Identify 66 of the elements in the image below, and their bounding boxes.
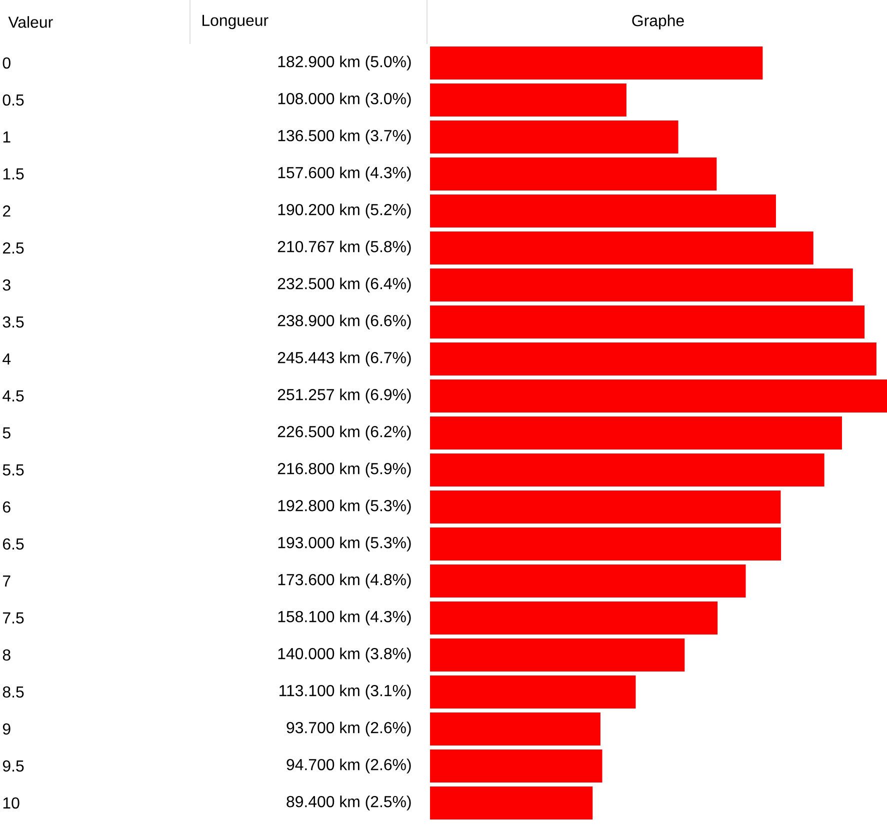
data-label: 232.500 km (6.4%) (278, 278, 411, 292)
data-label: 157.600 km (4.3%) (278, 166, 411, 182)
data-label: 136.500 km (3.7%) (278, 130, 411, 144)
data-label: 251.257 km (6.9%) (278, 388, 411, 404)
bar (430, 379, 887, 412)
y-tick-label: 2 (3, 205, 10, 217)
data-label: 113.100 km (3.1%) (280, 684, 411, 700)
chart-title: Graphe (632, 14, 684, 30)
data-label: 89.400 km (2.5%) (286, 796, 411, 810)
bar (430, 749, 602, 782)
text: Longueur (202, 14, 268, 30)
y-tick-label: 1 (3, 132, 10, 142)
bar (430, 83, 626, 116)
bar (430, 453, 824, 486)
bar (430, 564, 746, 598)
bar (430, 638, 685, 672)
bar (430, 786, 593, 820)
y-tick-label: 6 (3, 501, 10, 513)
bar (430, 527, 782, 560)
y-tick-label: 10 (3, 797, 20, 809)
data-label: 238.900 km (6.6%) (278, 314, 411, 330)
y-tick-label: 8 (2, 649, 10, 661)
bar (430, 712, 600, 746)
bar (430, 46, 763, 80)
y-tick-label: 8.5 (2, 686, 24, 698)
data-label: 192.800 km (5.3%) (278, 500, 411, 514)
y-tick-label: 6.5 (3, 538, 24, 550)
y-axis-title: Valeur (8, 16, 53, 28)
y-tick-label: 3.5 (2, 316, 24, 328)
data-label: 216.800 km (5.9%) (278, 462, 411, 478)
data-label: 173.600 km (4.8%) (278, 574, 411, 588)
data-label: 93.700 km (2.6%) (286, 722, 411, 736)
data-label: 226.500 km (6.2%) (278, 426, 411, 440)
data-label: 182.900 km (5.0%) (278, 56, 411, 70)
data-label: 190.200 km (5.2%) (278, 204, 411, 218)
y-tick-label: 0.5 (2, 94, 24, 106)
bar (430, 120, 678, 154)
bar (430, 157, 717, 190)
bar (430, 601, 718, 634)
bar (430, 490, 781, 524)
bar (430, 268, 853, 302)
y-tick-label: 5 (2, 427, 10, 439)
bar (430, 194, 776, 228)
bar (430, 305, 865, 338)
bar (430, 231, 814, 264)
y-tick-label: 9 (2, 723, 10, 735)
y-tick-label: 9.5 (2, 760, 24, 772)
data-label: 140.000 km (3.8%) (278, 648, 411, 662)
data-label: 193.000 km (5.3%) (278, 536, 411, 552)
y-tick-label: 4 (2, 354, 11, 364)
data-label: 108.000 km (3.0%) (278, 92, 411, 108)
y-tick-label: 1.5 (3, 168, 24, 180)
bar (430, 342, 876, 376)
data-label: 94.700 km (2.6%) (286, 758, 411, 774)
y-tick-label: 2.5 (3, 242, 24, 254)
y-tick-label: 7 (3, 576, 10, 586)
bar (430, 675, 636, 708)
data-label: 210.767 km (5.8%) (278, 240, 411, 256)
y-tick-label: 0 (2, 57, 10, 69)
bar (430, 416, 842, 450)
y-tick-label: 5.5 (2, 464, 24, 476)
y-tick-label: 4.5 (2, 390, 24, 402)
y-tick-label: 7.5 (3, 612, 24, 624)
y-tick-label: 3 (2, 279, 10, 291)
data-label: 158.100 km (4.3%) (278, 610, 411, 626)
data-label: 245.443 km (6.7%) (278, 352, 411, 366)
